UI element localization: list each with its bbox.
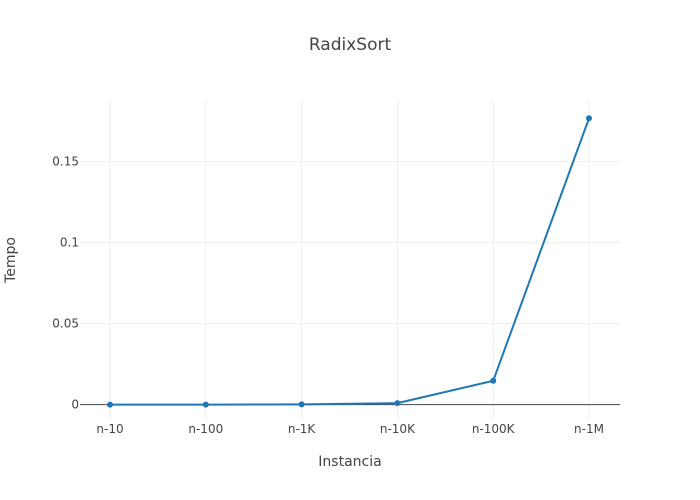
x-tick-label: n-1M [574, 422, 604, 436]
y-tick-label: 0.15 [52, 155, 79, 169]
series-group [107, 115, 592, 408]
x-tick-label: n-10 [96, 422, 123, 436]
data-point [202, 401, 209, 408]
series-line [109, 117, 590, 406]
x-tick-label: n-100 [188, 422, 223, 436]
x-axis-label: Instancia [318, 454, 381, 470]
y-tick-labels: 0 0.05 0.1 0.15 [52, 155, 79, 412]
x-tick-label: n-100K [472, 422, 516, 436]
x-tick-label: n-10K [380, 422, 416, 436]
chart-title: RadixSort [309, 35, 392, 55]
y-tick-label: 0.1 [60, 236, 79, 250]
data-point [490, 377, 497, 384]
y-gridlines [80, 161, 620, 325]
data-point [107, 401, 113, 408]
x-tick-labels: n-10 n-100 n-1K n-10K n-100K n-1M [96, 422, 604, 436]
data-point [394, 400, 401, 407]
y-axis-label: Tempo [3, 237, 19, 284]
y-tick-label: 0 [71, 398, 79, 412]
data-point [586, 115, 592, 122]
x-tick-label: n-1K [288, 422, 317, 436]
data-point [298, 401, 305, 408]
x-gridlines [109, 100, 590, 420]
y-tick-label: 0.05 [52, 317, 79, 331]
